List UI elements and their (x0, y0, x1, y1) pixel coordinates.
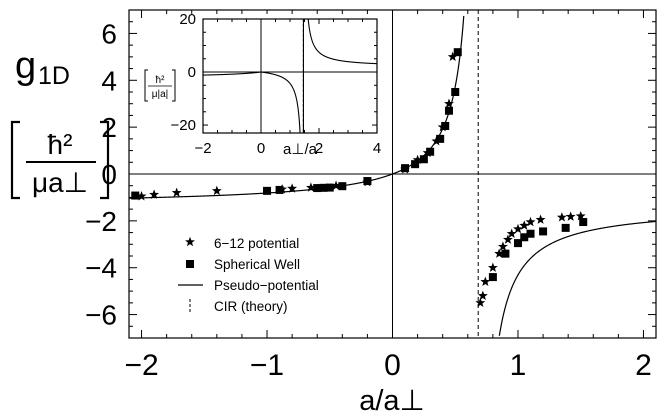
star-point (494, 248, 505, 258)
x-tick-label: 0 (384, 349, 401, 382)
star-point (535, 214, 546, 224)
axis-labels: g 1D ħ² μa⊥ a/a⊥ (10, 45, 425, 417)
square-point (451, 88, 460, 96)
y-tick-label: −4 (85, 253, 117, 284)
y-axis-title-subscript: 1D (38, 62, 70, 90)
square-point (363, 177, 372, 186)
square-point (501, 249, 510, 258)
inset-x-tick-label: 0 (257, 140, 265, 157)
star-point (502, 234, 513, 244)
unit-numerator: ħ² (48, 129, 73, 160)
square-point (436, 134, 445, 143)
legend: 6−12 potential Spherical Well Pseudo−poten… (178, 236, 319, 314)
square-point (426, 147, 435, 156)
inset-y-tick-label: −20 (171, 117, 196, 134)
square-point (419, 155, 428, 164)
inset-curve-segment (302, 19, 377, 133)
star-point (305, 182, 316, 192)
square-point (411, 160, 420, 169)
inset-background (198, 14, 382, 142)
x-tick-label: −2 (124, 349, 158, 382)
y-axis-title: g (15, 45, 36, 87)
square-point (319, 183, 328, 192)
square-point (579, 218, 588, 227)
square-point (131, 191, 140, 200)
curve-branch-right (498, 220, 656, 336)
star-point (136, 191, 147, 201)
star-point (525, 216, 536, 227)
unit-denominator: μa⊥ (32, 167, 88, 198)
inset-x-tick-label: −2 (194, 140, 211, 157)
inset-y-tick-label: 20 (179, 11, 196, 28)
square-point (441, 121, 450, 130)
legend-star-marker (185, 236, 195, 247)
square-point (444, 106, 453, 115)
y-tick-label: 2 (101, 112, 117, 143)
y-tick-label: 6 (101, 18, 117, 49)
square-point (338, 182, 347, 191)
y-tick-label: −6 (85, 300, 117, 331)
inset-unit-numerator: ħ² (156, 75, 166, 86)
legend-label-6-12: 6−12 potential (214, 236, 299, 251)
x-tick-label: 2 (635, 349, 652, 382)
star-point (556, 212, 567, 222)
star-point (513, 223, 523, 234)
square-point (513, 239, 522, 248)
star-point (487, 262, 498, 272)
inset-unit-denominator: μ|a| (152, 89, 169, 100)
star-point (575, 210, 586, 221)
square-point (520, 233, 529, 242)
square-point (526, 229, 535, 238)
y-tick-label: 0 (101, 159, 117, 190)
star-point (477, 290, 488, 301)
x-axis-title: a/a⊥ (359, 385, 425, 417)
legend-label-spherical: Spherical Well (214, 257, 300, 272)
star-point (149, 189, 160, 199)
square-point (453, 48, 462, 57)
star-point (497, 241, 508, 251)
square-point (263, 186, 272, 195)
inset-unit-bracket-right (172, 69, 176, 102)
star-point (519, 220, 530, 230)
star-point (171, 187, 182, 197)
unit-bracket-right (100, 120, 110, 200)
legend-label-cir: CIR (theory) (214, 299, 288, 314)
inset-unit-bracket-left (144, 69, 148, 102)
inset-curve-segment (203, 71, 262, 76)
x-tick-label: −1 (250, 349, 284, 382)
square-point (539, 227, 548, 236)
legend-label-pseudo: Pseudo−potential (214, 278, 319, 293)
star-point (412, 154, 423, 165)
inset-x-axis-title: a⊥/a (283, 141, 318, 158)
star-point (506, 228, 517, 238)
star-point (447, 51, 458, 62)
star-point (444, 98, 454, 108)
square-point (275, 185, 284, 194)
star-point (475, 297, 486, 308)
data-points (131, 48, 588, 308)
y-tick-label: 4 (101, 65, 117, 96)
inset-x-tick-label: 4 (373, 140, 381, 157)
y-tick-label: −2 (85, 206, 117, 237)
inset-x-tick-label: 2 (315, 140, 323, 157)
inset-y-tick-label: 0 (188, 64, 196, 81)
square-point (325, 183, 334, 192)
square-point (488, 273, 497, 282)
square-point (561, 223, 570, 232)
square-point (313, 184, 322, 193)
square-point (401, 164, 410, 173)
star-point (211, 185, 222, 196)
inset-curve-segment (260, 71, 301, 133)
x-tick-label: 1 (510, 349, 527, 382)
star-point (287, 183, 298, 193)
star-point (480, 276, 491, 286)
star-point (565, 211, 576, 221)
legend-square-marker (186, 260, 194, 268)
unit-bracket-left (10, 120, 20, 200)
star-point (331, 180, 341, 190)
